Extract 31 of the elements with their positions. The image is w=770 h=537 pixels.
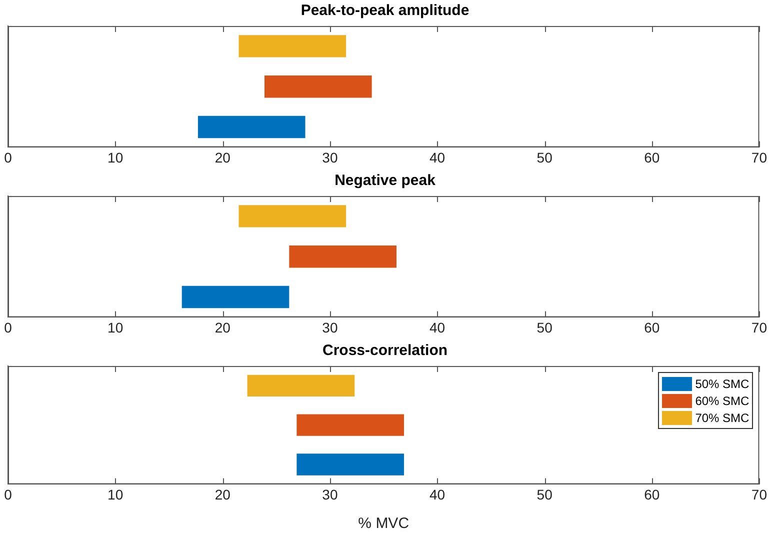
x-tick-label: 20 bbox=[214, 319, 231, 336]
x-tick-label: 40 bbox=[429, 319, 446, 336]
chart-title: Cross-correlation bbox=[322, 342, 448, 360]
x-tick-label: 10 bbox=[108, 319, 124, 336]
x-tick-label: 0 bbox=[4, 486, 12, 502]
chart-title: Negative peak bbox=[334, 172, 436, 190]
x-tick-label: 50 bbox=[536, 149, 553, 166]
x-tick-label: 40 bbox=[429, 149, 446, 166]
x-tick-label: 60 bbox=[644, 319, 660, 336]
x-tick-label: 40 bbox=[429, 486, 446, 502]
chart-title: Peak-to-peak amplitude bbox=[300, 2, 470, 20]
x-tick-label: 60 bbox=[644, 486, 660, 502]
x-tick-label: 30 bbox=[322, 486, 338, 502]
legend-label: 60% SMC bbox=[695, 394, 750, 408]
x-tick-label: 0 bbox=[4, 319, 12, 336]
x-tick-label: 0 bbox=[4, 149, 12, 166]
legend-label: 50% SMC bbox=[695, 376, 750, 390]
legend-label: 70% SMC bbox=[695, 410, 750, 424]
x-tick-label: 70 bbox=[751, 486, 768, 502]
x-tick-label: 50 bbox=[536, 486, 553, 502]
x-tick-label: 20 bbox=[214, 486, 231, 502]
x-tick-label: 60 bbox=[644, 149, 660, 166]
x-tick-label: 30 bbox=[322, 149, 338, 166]
x-tick-label: 30 bbox=[322, 319, 338, 336]
x-tick-label: 20 bbox=[214, 149, 231, 166]
x-tick-label: 10 bbox=[108, 486, 124, 502]
x-tick-label: 50 bbox=[536, 319, 553, 336]
x-tick-label: 70 bbox=[751, 149, 768, 166]
x-tick-label: 10 bbox=[108, 149, 124, 166]
x-tick-label: 70 bbox=[751, 319, 768, 336]
x-axis-title: % MVC bbox=[358, 515, 410, 532]
